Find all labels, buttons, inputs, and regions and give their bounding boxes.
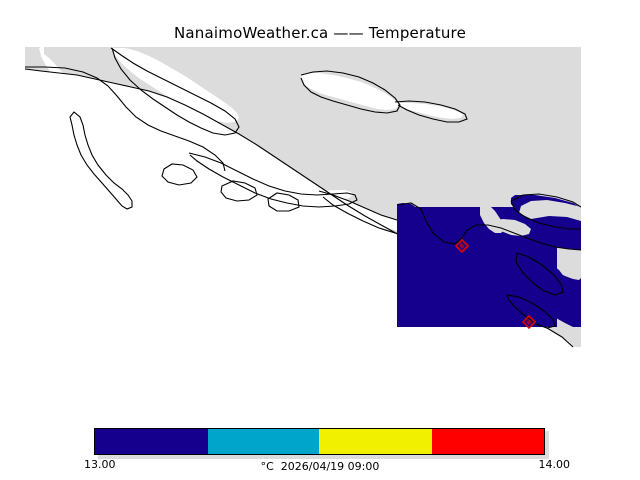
island-water-gap-northeast [397,103,463,119]
colorbar-max-label: 14.00 [538,458,571,471]
colorbar[interactable] [94,428,545,455]
island-water-gap-north [301,73,399,110]
bay-notch-b [223,183,255,199]
land-mask-mid-channel [519,200,581,221]
temperature-field-southeast-arm [519,250,565,288]
coastline-southeast [515,252,564,296]
colorbar-segment-yellow [319,429,432,454]
coastline-bay-b [220,180,258,202]
colorbar-segment-navy [95,429,209,454]
temperature-field-harbour-gap [491,219,531,236]
bay-notch-a [165,165,195,183]
land-mainland [25,47,581,347]
station-marker-south[interactable] [521,314,537,330]
page-title: NanaimoWeather.ca —— Temperature [173,24,466,42]
coastline-south-point [506,294,556,329]
island-west-sliver [69,111,133,210]
coastline-island-north [110,47,240,136]
colorbar-min-label: 13.00 [84,458,116,471]
colorbar-caption: °C 2026/04/19 09:00 [260,460,380,473]
coastline-inlet-upper [25,66,226,172]
coastline-bay-a [161,163,198,186]
colorbar-legend: 13.00 14.00 °C 2026/04/19 09:00 [0,420,640,480]
temperature-field-south-arm [509,291,553,322]
coastline-overlay-edges [396,202,581,251]
coastline-spit-northeast [394,100,468,123]
coastline-bay-c [267,192,300,212]
station-marker-north[interactable] [454,238,470,254]
colorbar-segment-red [431,429,544,454]
temperature-field-overlay [397,195,581,327]
map-vector-layer [25,45,581,348]
coastline-inlet-north-island [300,70,401,114]
coastline-east-arm [510,193,581,230]
coastline-inlet-narrows [188,152,358,208]
map-canvas[interactable] [25,45,581,348]
colorbar-segment-cyan [208,429,320,454]
